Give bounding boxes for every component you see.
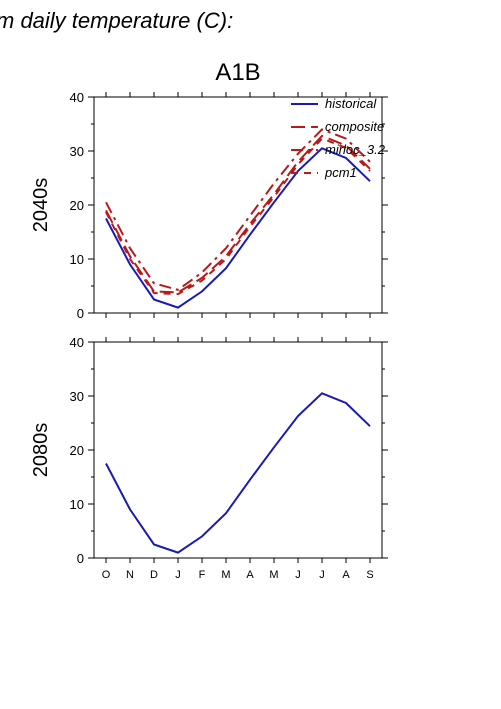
y-tick-label: 40 <box>70 90 84 105</box>
y-tick-label: 10 <box>70 497 84 512</box>
x-tick-label: S <box>366 569 373 581</box>
x-tick-label: F <box>199 569 206 581</box>
series-line-composite <box>105 134 371 294</box>
legend-label-pcm1: pcm1 <box>324 165 357 180</box>
series-line-pcm1 <box>105 137 371 296</box>
x-tick-label: M <box>221 569 230 581</box>
chart-panel-2040s: 0 10 20 30 40 2040s historical composite mirloc_… <box>30 90 388 321</box>
chart-legend: historical composite mirloc_3.2 pcm1 <box>291 96 386 180</box>
x-tick-label: N <box>126 569 134 581</box>
panel-title: A1B <box>215 59 260 86</box>
x-tick-label: J <box>319 569 325 581</box>
y-tick-label: 40 <box>70 335 84 350</box>
x-tick-label: D <box>150 569 158 581</box>
chart-panel-2080s: 0 10 20 30 40 O N D J F M A M J J A S 2080s <box>30 335 388 581</box>
x-tick-label: O <box>102 569 111 581</box>
legend-label-composite: composite <box>325 119 384 134</box>
legend-label-historical: historical <box>325 96 377 111</box>
row-label-2080s: 2080s <box>30 423 52 478</box>
series-line-historical <box>105 392 371 554</box>
y-tick-label: 0 <box>77 551 84 566</box>
x-tick-label: M <box>269 569 278 581</box>
row-label-2040s: 2040s <box>30 178 52 233</box>
page-title: m daily temperature (C): <box>0 8 233 33</box>
y-tick-label: 30 <box>70 144 84 159</box>
y-tick-label: 20 <box>70 198 84 213</box>
series-line-historical <box>105 147 371 309</box>
y-tick-label: 20 <box>70 443 84 458</box>
series-line-mirloc_3.2 <box>105 128 371 291</box>
x-tick-label: A <box>246 569 254 581</box>
x-tick-label: A <box>342 569 350 581</box>
y-tick-label: 30 <box>70 389 84 404</box>
x-tick-label: J <box>175 569 181 581</box>
y-tick-label: 10 <box>70 252 84 267</box>
legend-label-mirloc_3.2: mirloc_3.2 <box>325 142 386 157</box>
chart-panels: 0 10 20 30 40 2040s historical composite mirloc_… <box>30 90 388 581</box>
plot-frame <box>93 341 383 559</box>
y-tick-label: 0 <box>77 306 84 321</box>
x-tick-label: J <box>295 569 301 581</box>
